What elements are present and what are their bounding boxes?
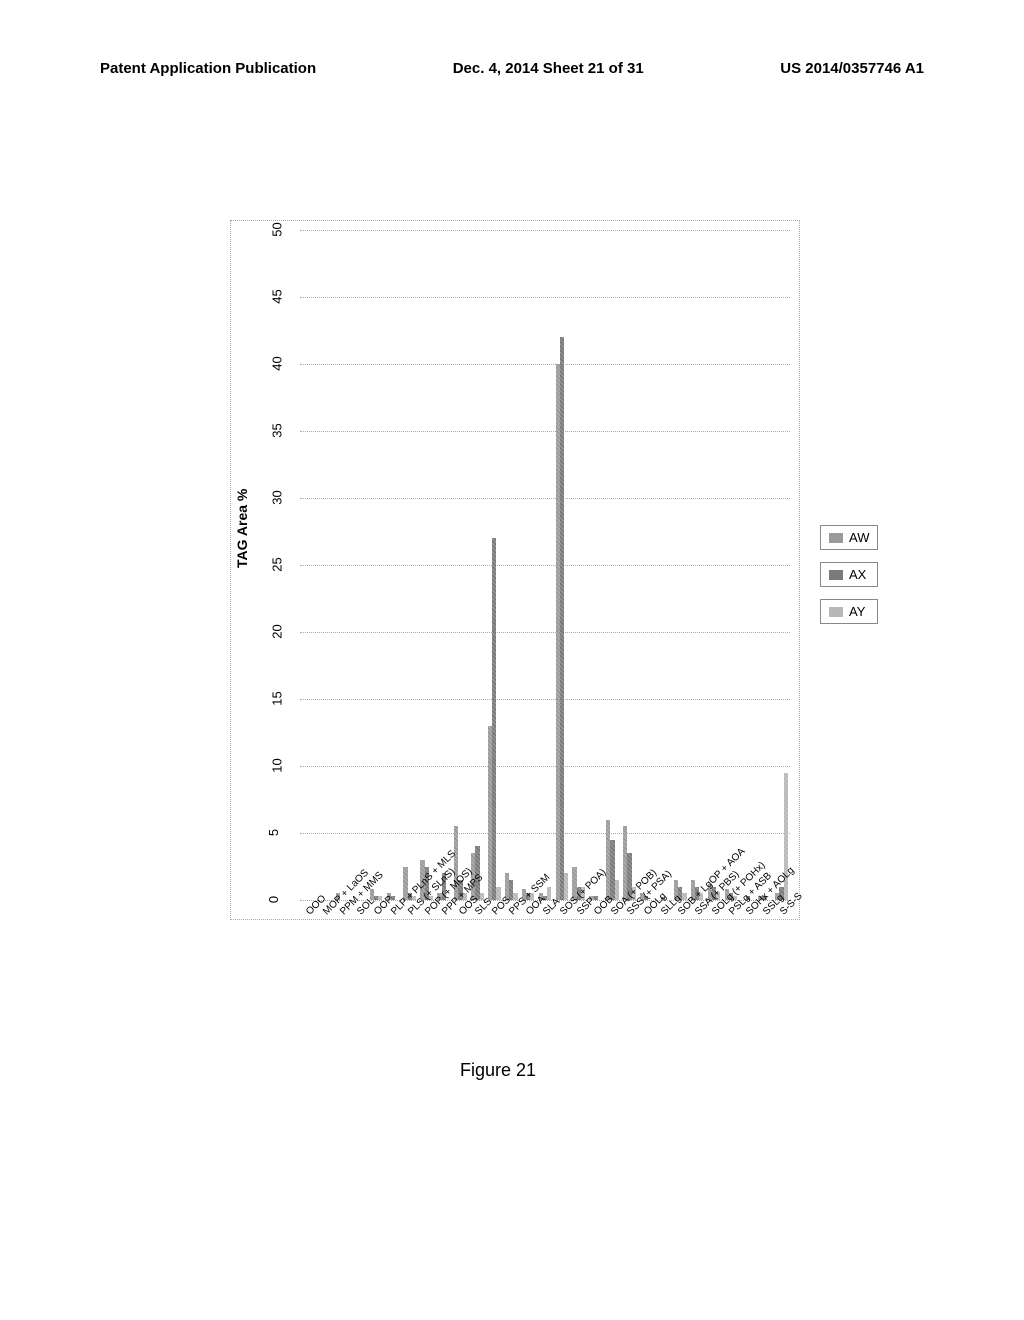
y-tick-label: 30 [270, 490, 285, 504]
bar [547, 887, 551, 900]
legend-item-ax: AX [820, 562, 878, 587]
y-tick-label: 45 [270, 289, 285, 303]
y-tick-label: 5 [266, 829, 281, 836]
gridline [300, 632, 790, 633]
gridline [300, 364, 790, 365]
gridline [300, 699, 790, 700]
legend-item-ay: AY [820, 599, 878, 624]
legend-label-ay: AY [849, 604, 865, 619]
y-tick-label: 50 [270, 222, 285, 236]
bar [492, 538, 496, 900]
y-tick-label: 15 [270, 691, 285, 705]
gridline [300, 297, 790, 298]
legend-swatch-ax [829, 570, 843, 580]
gridline [300, 230, 790, 231]
gridline [300, 565, 790, 566]
legend-label-ax: AX [849, 567, 866, 582]
gridline [300, 431, 790, 432]
legend-item-aw: AW [820, 525, 878, 550]
header-left: Patent Application Publication [100, 60, 316, 77]
gridline [300, 833, 790, 834]
y-tick-label: 35 [270, 423, 285, 437]
legend-label-aw: AW [849, 530, 869, 545]
y-tick-label: 0 [266, 896, 281, 903]
gridline [300, 766, 790, 767]
legend-swatch-ay [829, 607, 843, 617]
bar [560, 337, 564, 900]
legend: AW AX AY [820, 525, 878, 624]
figure-caption: Figure 21 [460, 1060, 536, 1081]
y-tick-label: 10 [270, 758, 285, 772]
bar [615, 880, 619, 900]
gridline [300, 498, 790, 499]
y-tick-label: 25 [270, 557, 285, 571]
plot-area [300, 230, 790, 900]
bar [564, 873, 568, 900]
header-right: US 2014/0357746 A1 [780, 60, 924, 77]
legend-swatch-aw [829, 533, 843, 543]
y-axis-label: TAG Area % [234, 489, 250, 568]
page-header: Patent Application Publication Dec. 4, 2… [0, 60, 1024, 77]
y-tick-label: 20 [270, 624, 285, 638]
y-tick-label: 40 [270, 356, 285, 370]
header-center: Dec. 4, 2014 Sheet 21 of 31 [453, 60, 644, 77]
